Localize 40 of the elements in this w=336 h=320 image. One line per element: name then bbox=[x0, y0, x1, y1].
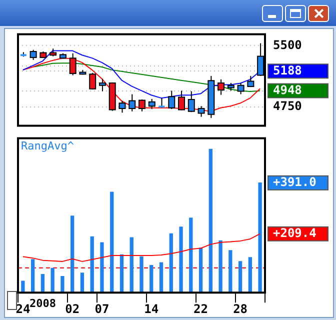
x-tick-label: 07 bbox=[94, 302, 110, 316]
y-tick-label: +209.4 bbox=[273, 226, 316, 240]
bar bbox=[169, 233, 173, 293]
bar bbox=[208, 148, 212, 293]
y-tick-label: 4948 bbox=[273, 82, 302, 97]
bar bbox=[40, 274, 45, 293]
bar bbox=[189, 218, 193, 293]
bar bbox=[110, 192, 114, 293]
y-tick-label: 5188 bbox=[273, 63, 302, 78]
bar bbox=[238, 261, 242, 293]
bar bbox=[80, 272, 84, 293]
bar bbox=[21, 280, 25, 293]
y-tick-label: 5500 bbox=[273, 38, 302, 52]
x-tick-label: 22 bbox=[194, 302, 208, 316]
bar bbox=[179, 226, 183, 293]
bar bbox=[159, 262, 164, 293]
bar bbox=[120, 254, 124, 293]
x-tick-label: 02 bbox=[65, 302, 80, 316]
candlestick bbox=[158, 97, 165, 108]
x-tick-label: 24 bbox=[16, 302, 30, 316]
bar bbox=[198, 248, 203, 293]
bar bbox=[140, 256, 144, 293]
x-tick-label: 28 bbox=[233, 302, 248, 316]
bar bbox=[130, 237, 134, 293]
y-tick-label: +391.0 bbox=[273, 174, 316, 189]
bar bbox=[258, 182, 262, 293]
bar bbox=[90, 236, 94, 293]
bar bbox=[228, 250, 232, 293]
bar bbox=[100, 242, 104, 293]
bar bbox=[218, 240, 222, 293]
bar bbox=[248, 257, 252, 293]
bar bbox=[60, 276, 64, 293]
bar bbox=[150, 265, 154, 293]
bar bbox=[30, 259, 35, 293]
chart-title: RangAvg^ bbox=[21, 140, 74, 153]
text: 2008 bbox=[29, 296, 56, 310]
bar bbox=[50, 268, 54, 293]
x-tick-label: 14 bbox=[144, 302, 159, 316]
y-tick-label: 4750 bbox=[273, 99, 302, 114]
bar bbox=[70, 216, 74, 293]
